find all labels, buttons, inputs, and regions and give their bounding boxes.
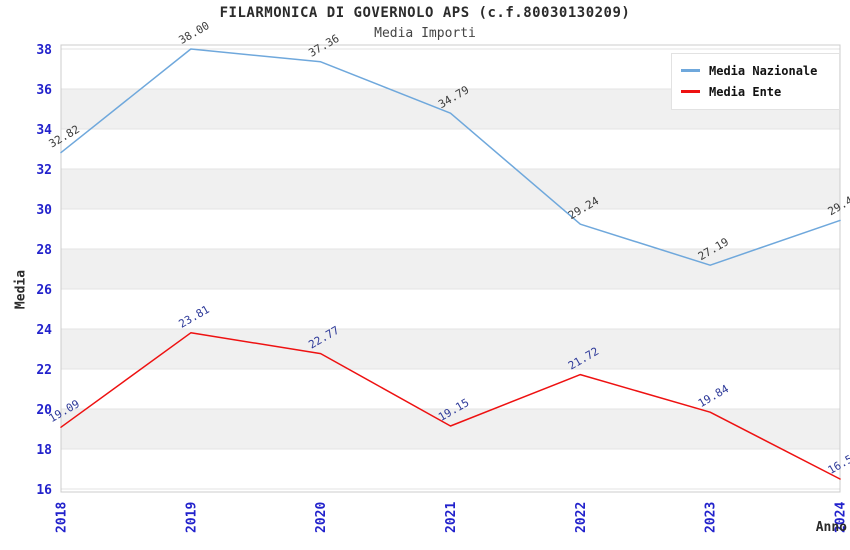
point-label: 23.81	[176, 303, 211, 331]
y-tick-label: 38	[36, 43, 52, 58]
series-line-media-nazionale	[60, 48, 841, 266]
chart-subtitle: Media Importi	[374, 26, 476, 41]
legend-item-media-nazionale: Media Nazionale	[681, 60, 829, 81]
point-label: 19.84	[696, 382, 732, 410]
x-tick-label: 2019	[184, 502, 199, 533]
x-tick-label: 2018	[55, 502, 70, 533]
y-tick-label: 32	[36, 163, 52, 178]
y-tick-label: 16	[36, 483, 52, 498]
y-tick-label: 20	[36, 403, 52, 418]
x-tick-label: 2022	[574, 502, 589, 533]
x-axis-title: Anno	[815, 520, 847, 535]
x-tick-label: 2020	[314, 502, 329, 533]
grid-band	[61, 249, 840, 289]
y-tick-label: 22	[36, 363, 52, 378]
y-tick-label: 24	[36, 323, 52, 338]
plot-border	[60, 44, 841, 493]
y-tick-label: 36	[36, 83, 52, 98]
chart-title: FILARMONICA DI GOVERNOLO APS (c.f.800301…	[219, 5, 631, 21]
x-tick-label: 2021	[444, 502, 459, 533]
grid-band	[61, 169, 840, 209]
y-tick-label: 26	[36, 283, 52, 298]
point-label: 16.50	[826, 449, 850, 477]
x-tick-label: 2023	[704, 502, 719, 533]
point-label: 38.00	[176, 19, 211, 47]
grid-band	[61, 329, 840, 369]
grid-band	[61, 409, 840, 449]
legend: Media Nazionale Media Ente	[671, 53, 840, 110]
y-tick-label: 18	[36, 443, 52, 458]
legend-label-nazionale: Media Nazionale	[709, 63, 818, 78]
legend-item-media-ente: Media Ente	[681, 81, 829, 102]
y-tick-label: 28	[36, 243, 52, 258]
series-line-media-ente	[60, 332, 841, 480]
y-tick-label: 34	[36, 123, 52, 138]
y-axis-title: Media	[13, 269, 29, 310]
point-label: 37.36	[306, 32, 341, 60]
x-tick-label: 2024	[834, 502, 849, 533]
legend-label-ente: Media Ente	[709, 84, 782, 99]
y-tick-label: 30	[36, 203, 52, 218]
legend-line-icon-nazionale	[681, 69, 700, 72]
legend-line-icon-ente	[681, 90, 700, 93]
